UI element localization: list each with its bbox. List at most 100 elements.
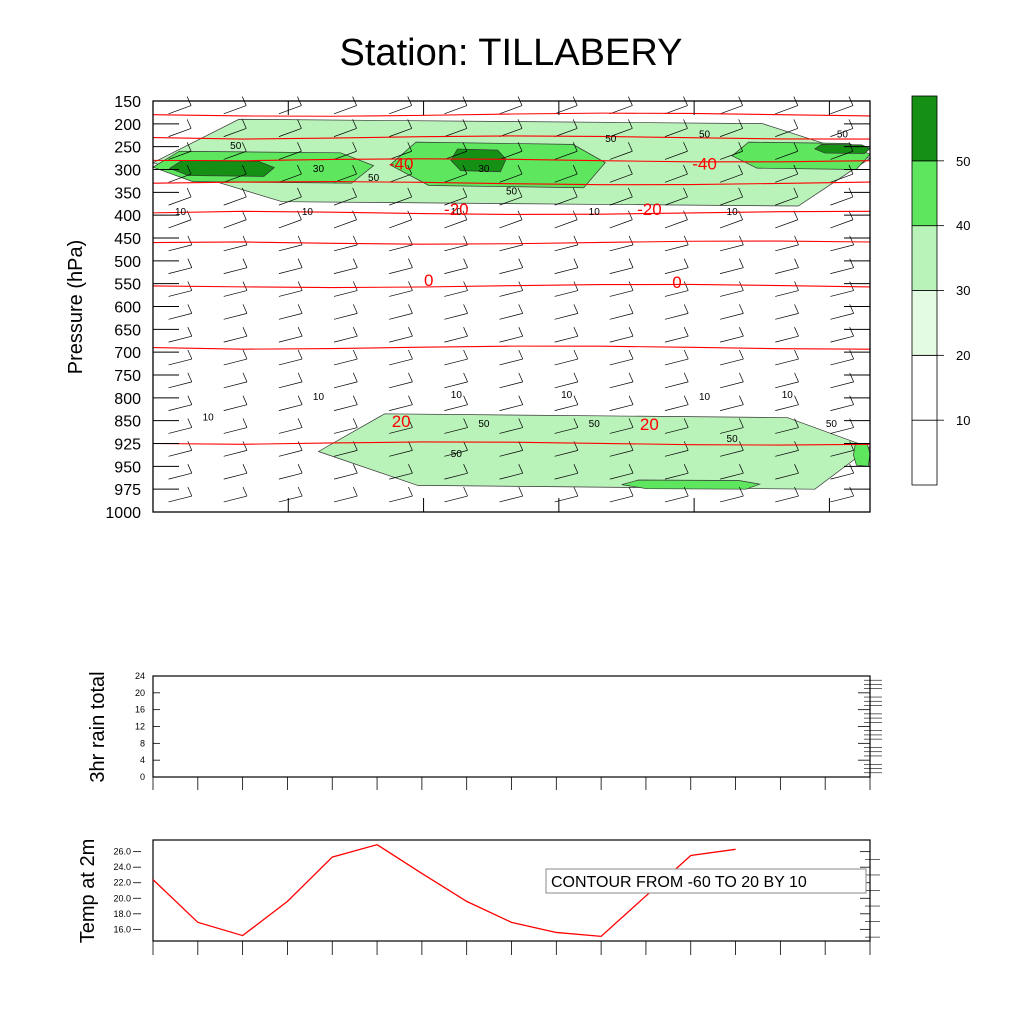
wind-barb xyxy=(223,349,248,366)
isotherm-line xyxy=(152,181,871,186)
wind-barb xyxy=(444,210,468,229)
wind-barb xyxy=(223,464,248,480)
speed-region-40 xyxy=(621,479,762,490)
pressure-tick-label: 150 xyxy=(114,94,141,111)
pressure-tick-label: 700 xyxy=(114,345,141,362)
wind-barb xyxy=(168,142,192,160)
wind-barb xyxy=(830,258,854,274)
speed-contour-label: 50 xyxy=(506,187,518,198)
wind-barb xyxy=(278,142,302,160)
wind-barb xyxy=(223,304,248,320)
rain-axes: 24 20 16 12 8 4 0 xyxy=(135,671,882,790)
wind-barb xyxy=(609,142,633,160)
y-axis-label-temperature: Temp at 2m xyxy=(77,839,99,943)
temp-tick-label: 18.0 xyxy=(113,909,131,919)
wind-barb xyxy=(775,464,799,480)
wind-barb xyxy=(499,441,524,457)
wind-barb xyxy=(389,486,413,503)
speed-contour-label: 50 xyxy=(699,130,711,141)
colorbar-label-40: 40 xyxy=(956,218,970,233)
wind-barb xyxy=(499,164,523,183)
wind-barb xyxy=(775,486,799,503)
wind-barb xyxy=(775,142,799,160)
temp-tick-label: 16.0 xyxy=(113,924,131,934)
wind-barb xyxy=(554,349,579,366)
wind-barb xyxy=(223,164,247,183)
temp-tick-label: 26.0 xyxy=(113,847,131,857)
speed-contour-label: 30 xyxy=(478,164,490,175)
wind-barb xyxy=(554,119,578,137)
wind-barb xyxy=(609,418,634,434)
wind-barb xyxy=(223,187,247,206)
speed-contour-label: 10 xyxy=(782,390,794,401)
colorbar-swatch xyxy=(911,419,938,486)
wind-barb xyxy=(720,304,744,320)
wind-barb xyxy=(720,281,744,297)
speed-contour-label: 50 xyxy=(605,134,617,145)
wind-barb xyxy=(775,187,799,206)
wind-barb xyxy=(168,349,193,366)
wind-barb xyxy=(389,395,413,411)
wind-barb xyxy=(664,418,689,434)
wind-barb xyxy=(609,281,634,297)
wind-barb xyxy=(499,142,523,160)
colorbar: 10 20 30 40 50 xyxy=(911,95,970,486)
wind-barb xyxy=(664,486,689,503)
wind-barb xyxy=(333,258,358,274)
rain-frame xyxy=(152,675,871,778)
wind-barb xyxy=(775,119,799,137)
wind-barb xyxy=(719,187,743,206)
wind-barb xyxy=(333,486,358,503)
wind-barb xyxy=(830,327,854,343)
wind-barb xyxy=(664,96,688,115)
wind-barb xyxy=(389,327,413,343)
wind-barb xyxy=(609,372,634,389)
wind-barb xyxy=(609,258,634,274)
shaded-regions xyxy=(152,118,871,490)
speed-contour-label: 50 xyxy=(727,434,739,445)
wind-barb xyxy=(278,164,302,183)
pressure-tick-label: 550 xyxy=(114,277,141,294)
speed-contour-label: 10 xyxy=(589,207,601,218)
pressure-tick-label: 500 xyxy=(114,254,141,271)
wind-barb xyxy=(664,372,689,389)
isotherm-label: -20 xyxy=(637,200,662,219)
colorbar-swatch xyxy=(911,160,938,227)
y-axis-label-pressure: Pressure (hPa) xyxy=(65,240,87,375)
isotherm-labels: -40 -40 -20 -20 0 0 20 20 xyxy=(389,155,717,434)
wind-barb xyxy=(389,349,413,366)
wind-barb xyxy=(389,441,413,457)
wind-barb xyxy=(223,327,248,343)
wind-barb xyxy=(389,304,413,320)
wind-barb xyxy=(168,187,192,206)
wind-barb xyxy=(830,464,854,480)
wind-barb xyxy=(609,441,634,457)
wind-barb xyxy=(720,349,744,366)
colorbar-swatch xyxy=(911,95,938,162)
wind-barb xyxy=(168,164,192,183)
wind-barb xyxy=(278,441,303,457)
wind-barb xyxy=(720,327,744,343)
wind-barb xyxy=(168,327,193,343)
wind-barb xyxy=(775,281,799,297)
wind-barb xyxy=(333,281,358,297)
pressure-tick-label: 200 xyxy=(114,117,141,134)
wind-barb xyxy=(720,395,744,411)
sounding-panel: 50 30 50 30 50 50 50 50 10 10 10 10 10 10 10 10 10 10 10 50… xyxy=(65,94,871,522)
isotherm-line xyxy=(152,441,871,446)
speed-contour-label: 50 xyxy=(478,419,490,430)
wind-barb xyxy=(444,235,468,252)
wind-barb xyxy=(278,486,303,503)
wind-barb xyxy=(389,281,413,297)
wind-barb xyxy=(499,418,524,434)
wind-barb xyxy=(168,441,193,457)
speed-contour-label: 10 xyxy=(175,207,187,218)
speed-contour-label: 10 xyxy=(561,390,573,401)
wind-barb xyxy=(444,327,468,343)
wind-barb xyxy=(609,464,634,480)
wind-barb xyxy=(168,304,193,320)
colorbar-label-20: 20 xyxy=(956,348,970,363)
wind-barb xyxy=(775,96,799,115)
wind-barb xyxy=(278,187,302,206)
wind-barb xyxy=(333,418,358,434)
